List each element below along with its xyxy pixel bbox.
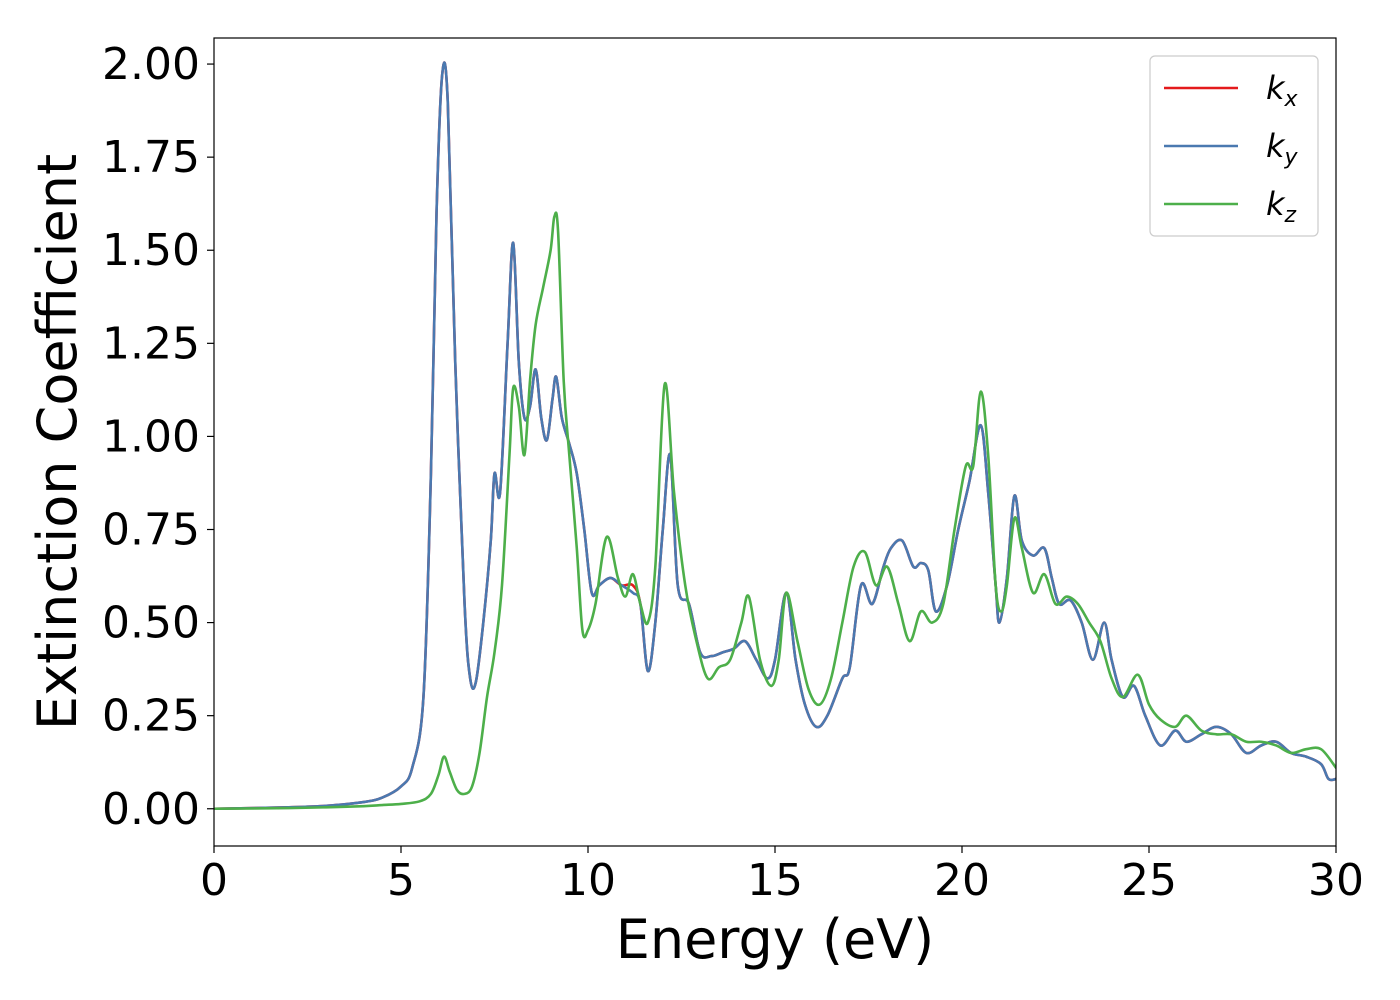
x-tick-label: 10: [560, 855, 616, 906]
legend-label-main: k: [1266, 69, 1286, 107]
legend-label-subscript: z: [1284, 203, 1297, 228]
y-tick-label: 0.75: [102, 505, 200, 556]
x-axis-label: Energy (eV): [616, 908, 935, 971]
series-layer: [214, 61, 1336, 811]
y-axis-ticks: 0.00 0.25 0.50 0.75 1.00 1.25 1.50 1.75 2.00: [102, 39, 214, 835]
x-tick-label: 0: [200, 855, 228, 906]
y-tick-label: 2.00: [102, 39, 200, 90]
legend-label-kx: kx: [1266, 69, 1299, 112]
y-tick-label: 0.00: [102, 784, 200, 835]
x-tick-label: 15: [747, 855, 803, 906]
series-line-ky: [214, 61, 1336, 811]
y-tick-label: 0.50: [102, 598, 200, 649]
x-tick-label: 25: [1121, 855, 1177, 906]
legend-label-main: k: [1266, 127, 1286, 165]
series-lines: [214, 61, 1336, 811]
x-axis-ticks: 0 5 10 15 20 25 30: [200, 846, 1364, 906]
y-tick-label: 1.50: [102, 225, 200, 276]
legend-label-ky: ky: [1266, 127, 1299, 170]
legend-label-main: k: [1266, 185, 1286, 223]
x-tick-label: 5: [387, 855, 415, 906]
x-tick-label: 30: [1308, 855, 1364, 906]
y-tick-label: 1.75: [102, 132, 200, 183]
legend-label-subscript: y: [1284, 145, 1299, 170]
legend-label-kz: kz: [1266, 185, 1297, 228]
y-axis-label: Extinction Coefficient: [26, 154, 89, 730]
x-tick-label: 20: [934, 855, 990, 906]
legend-label-subscript: x: [1284, 87, 1299, 112]
y-tick-label: 1.25: [102, 318, 200, 369]
series-line-kz: [214, 211, 1336, 811]
y-tick-label: 0.25: [102, 691, 200, 742]
y-tick-label: 1.00: [102, 411, 200, 462]
